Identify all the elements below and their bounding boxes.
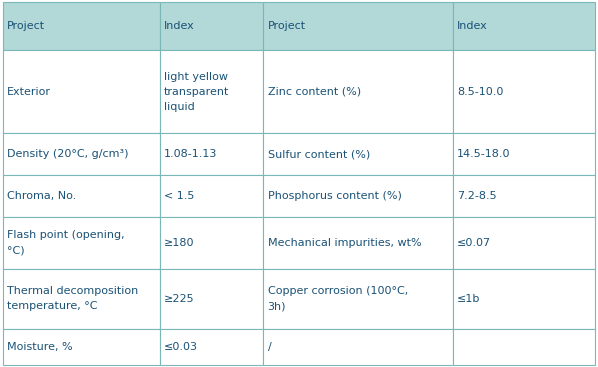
FancyBboxPatch shape (160, 329, 264, 365)
FancyBboxPatch shape (453, 2, 595, 50)
FancyBboxPatch shape (3, 175, 160, 217)
FancyBboxPatch shape (3, 133, 160, 175)
FancyBboxPatch shape (160, 269, 264, 329)
Text: Chroma, No.: Chroma, No. (7, 191, 77, 201)
FancyBboxPatch shape (160, 217, 264, 269)
Text: light yellow
transparent
liquid: light yellow transparent liquid (164, 72, 230, 112)
Text: 8.5-10.0: 8.5-10.0 (457, 87, 504, 97)
FancyBboxPatch shape (264, 329, 453, 365)
Text: Index: Index (457, 21, 488, 31)
Text: Zinc content (%): Zinc content (%) (268, 87, 361, 97)
Text: Thermal decomposition
temperature, °C: Thermal decomposition temperature, °C (7, 286, 138, 311)
FancyBboxPatch shape (264, 217, 453, 269)
FancyBboxPatch shape (453, 329, 595, 365)
FancyBboxPatch shape (160, 133, 264, 175)
Text: Copper corrosion (100°C,
3h): Copper corrosion (100°C, 3h) (268, 286, 408, 311)
Text: Exterior: Exterior (7, 87, 51, 97)
FancyBboxPatch shape (3, 217, 160, 269)
Text: ≤0.03: ≤0.03 (164, 342, 198, 352)
Text: < 1.5: < 1.5 (164, 191, 194, 201)
Text: ≥180: ≥180 (164, 238, 194, 248)
FancyBboxPatch shape (264, 175, 453, 217)
Text: Project: Project (268, 21, 306, 31)
Text: 7.2-8.5: 7.2-8.5 (457, 191, 497, 201)
FancyBboxPatch shape (264, 2, 453, 50)
FancyBboxPatch shape (160, 175, 264, 217)
Text: Sulfur content (%): Sulfur content (%) (268, 149, 370, 159)
Text: 1.08-1.13: 1.08-1.13 (164, 149, 218, 159)
FancyBboxPatch shape (3, 269, 160, 329)
FancyBboxPatch shape (264, 50, 453, 133)
FancyBboxPatch shape (3, 2, 160, 50)
Text: ≤0.07: ≤0.07 (457, 238, 491, 248)
Text: ≥225: ≥225 (164, 294, 195, 304)
Text: ≤1b: ≤1b (457, 294, 480, 304)
FancyBboxPatch shape (453, 217, 595, 269)
FancyBboxPatch shape (160, 50, 264, 133)
FancyBboxPatch shape (453, 175, 595, 217)
FancyBboxPatch shape (453, 133, 595, 175)
Text: /: / (268, 342, 271, 352)
FancyBboxPatch shape (3, 329, 160, 365)
FancyBboxPatch shape (3, 50, 160, 133)
FancyBboxPatch shape (453, 269, 595, 329)
Text: Mechanical impurities, wt%: Mechanical impurities, wt% (268, 238, 421, 248)
Text: Project: Project (7, 21, 45, 31)
FancyBboxPatch shape (264, 269, 453, 329)
Text: Density (20°C, g/cm³): Density (20°C, g/cm³) (7, 149, 129, 159)
FancyBboxPatch shape (264, 133, 453, 175)
FancyBboxPatch shape (453, 50, 595, 133)
Text: Moisture, %: Moisture, % (7, 342, 73, 352)
Text: Index: Index (164, 21, 195, 31)
Text: Phosphorus content (%): Phosphorus content (%) (268, 191, 401, 201)
FancyBboxPatch shape (160, 2, 264, 50)
Text: Flash point (opening,
°C): Flash point (opening, °C) (7, 230, 125, 255)
Text: 14.5-18.0: 14.5-18.0 (457, 149, 511, 159)
